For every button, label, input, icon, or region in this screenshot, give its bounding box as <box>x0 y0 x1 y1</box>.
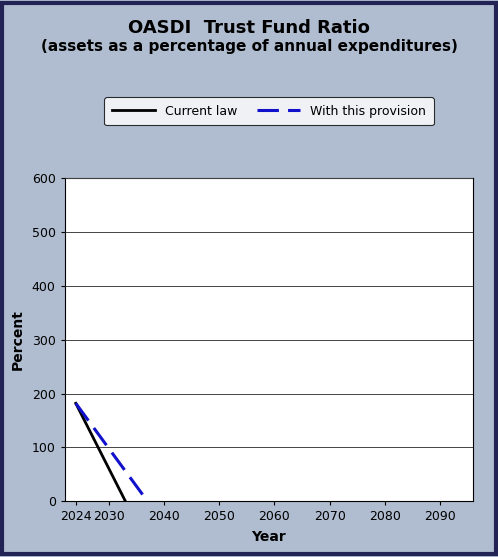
Text: (assets as a percentage of annual expenditures): (assets as a percentage of annual expend… <box>40 39 458 54</box>
X-axis label: Year: Year <box>251 530 286 544</box>
Legend: Current law, With this provision: Current law, With this provision <box>104 97 434 125</box>
Text: OASDI  Trust Fund Ratio: OASDI Trust Fund Ratio <box>128 19 370 37</box>
Y-axis label: Percent: Percent <box>11 309 25 370</box>
